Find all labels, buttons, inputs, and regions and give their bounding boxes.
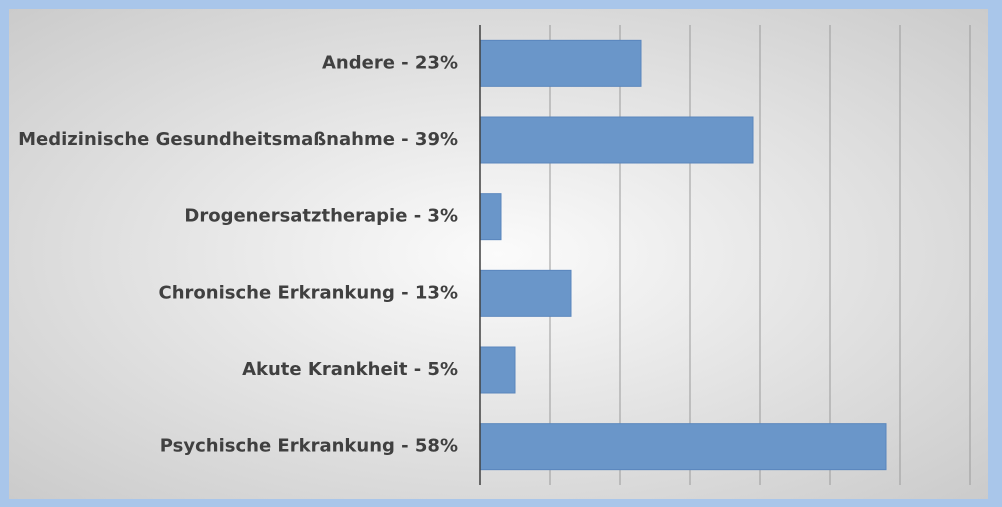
bar: [479, 39, 642, 87]
y-tick-label: Medizinische Gesundheitsmaßnahme - 39%: [18, 129, 458, 150]
y-tick-label: Chronische Erkrankung - 13%: [159, 282, 458, 303]
bar: [479, 269, 572, 317]
bar: [479, 346, 516, 394]
bar: [479, 116, 754, 164]
bar: [479, 193, 502, 241]
chart-background: [9, 9, 988, 499]
y-tick-label: Andere - 23%: [322, 52, 458, 73]
y-tick-label: Drogenersatztherapie - 3%: [184, 206, 458, 227]
y-tick-label: Psychische Erkrankung - 58%: [160, 436, 458, 457]
y-tick-label: Akute Krankheit - 5%: [242, 359, 458, 380]
bar: [479, 423, 887, 471]
